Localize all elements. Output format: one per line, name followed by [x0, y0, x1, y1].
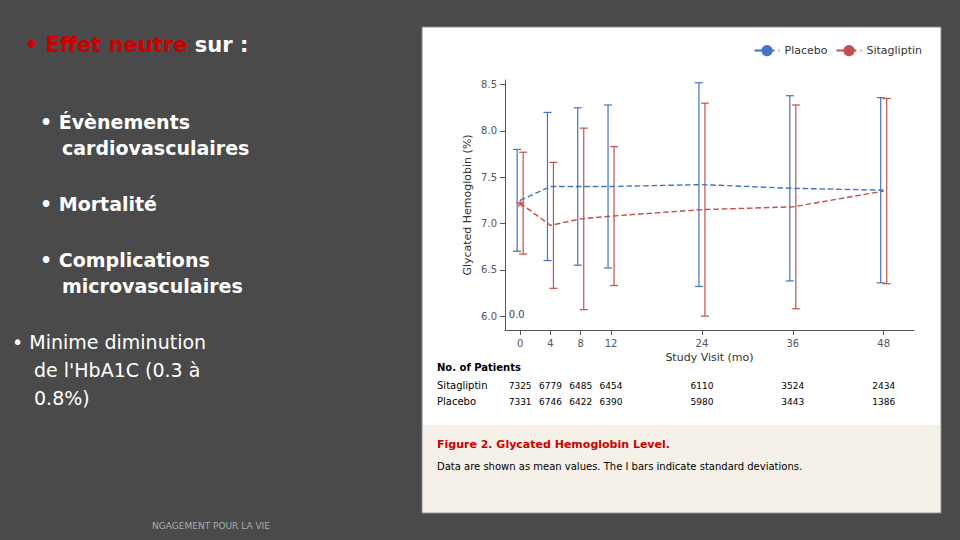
svg-text:7.5: 7.5: [481, 172, 497, 183]
svg-text:6422: 6422: [569, 397, 592, 407]
svg-text:3524: 3524: [781, 381, 804, 391]
svg-text:Data are shown as mean values.: Data are shown as mean values. The I bar…: [437, 461, 802, 472]
svg-text:4: 4: [547, 338, 553, 349]
svg-text:6779: 6779: [539, 381, 562, 391]
svg-text:• Mortalité: • Mortalité: [40, 193, 157, 215]
svg-text:6110: 6110: [690, 381, 713, 391]
svg-text:1386: 1386: [872, 397, 895, 407]
svg-text:cardiovasculaires: cardiovasculaires: [62, 137, 249, 159]
svg-text:24: 24: [696, 338, 709, 349]
svg-text:microvasculaires: microvasculaires: [62, 275, 243, 297]
svg-text:12: 12: [605, 338, 618, 349]
svg-text:8: 8: [578, 338, 584, 349]
svg-text:Sitagliptin: Sitagliptin: [437, 380, 487, 391]
svg-text:NGAGEMENT POUR LA VIE: NGAGEMENT POUR LA VIE: [152, 521, 270, 531]
svg-text:• Effet neutre: • Effet neutre: [25, 33, 187, 57]
svg-text:8.0: 8.0: [481, 125, 497, 136]
svg-text:7.0: 7.0: [481, 218, 497, 229]
svg-text:7325: 7325: [509, 381, 532, 391]
svg-text:2434: 2434: [872, 381, 895, 391]
svg-text:Figure 2. Glycated Hemoglobin: Figure 2. Glycated Hemoglobin Level.: [437, 438, 670, 451]
svg-text:6454: 6454: [600, 381, 623, 391]
svg-text:• Évènements: • Évènements: [40, 111, 190, 133]
svg-text:0.0: 0.0: [509, 309, 525, 320]
svg-text:• Minime diminution: • Minime diminution: [12, 331, 206, 353]
svg-text:36: 36: [786, 338, 799, 349]
svg-text:Placebo: Placebo: [785, 44, 828, 57]
svg-text:de l'HbA1C (0.3 à: de l'HbA1C (0.3 à: [34, 359, 200, 381]
svg-text:Study Visit (mo): Study Visit (mo): [665, 351, 753, 364]
svg-text:6390: 6390: [600, 397, 623, 407]
svg-text:3443: 3443: [781, 397, 804, 407]
svg-text:8.5: 8.5: [481, 79, 497, 90]
svg-text:Sitagliptin: Sitagliptin: [866, 44, 922, 57]
svg-text:6746: 6746: [539, 397, 562, 407]
svg-text:6.5: 6.5: [481, 264, 497, 275]
svg-text:sur :: sur :: [187, 33, 248, 57]
svg-text:5980: 5980: [690, 397, 713, 407]
svg-text:0.8%): 0.8%): [34, 387, 90, 409]
svg-text:Glycated Hemoglobin (%): Glycated Hemoglobin (%): [461, 134, 474, 275]
svg-text:7331: 7331: [509, 397, 532, 407]
svg-text:• Complications: • Complications: [40, 249, 210, 271]
svg-text:0: 0: [517, 338, 523, 349]
svg-text:6485: 6485: [569, 381, 592, 391]
svg-text:Placebo: Placebo: [437, 396, 476, 407]
svg-text:No. of Patients: No. of Patients: [437, 362, 521, 373]
svg-text:48: 48: [877, 338, 890, 349]
svg-text:6.0: 6.0: [481, 311, 497, 322]
